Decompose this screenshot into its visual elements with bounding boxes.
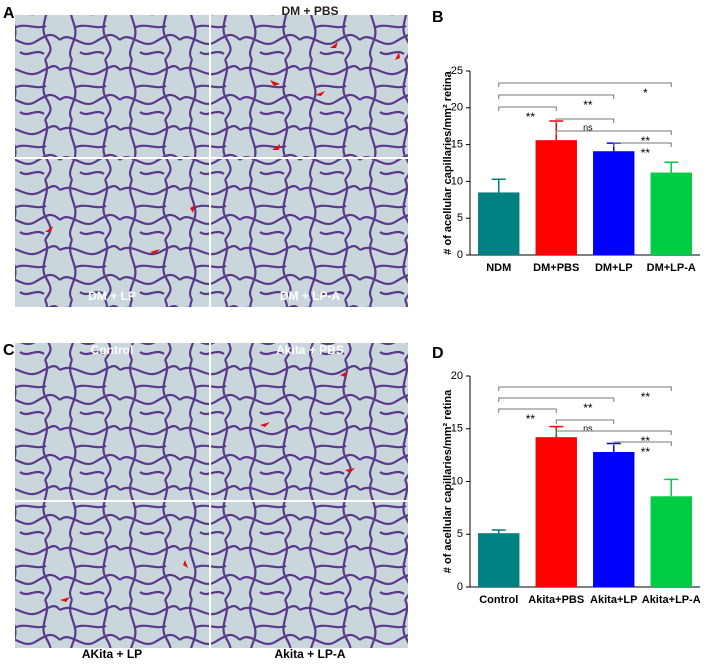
y-tick-label: 15 bbox=[451, 139, 463, 151]
significance-bracket bbox=[555, 130, 672, 135]
x-tick-label: NDM bbox=[486, 262, 511, 274]
y-tick-label: 0 bbox=[457, 249, 463, 261]
micrograph bbox=[211, 502, 408, 648]
panel-label: A bbox=[3, 5, 15, 22]
bar bbox=[535, 140, 577, 255]
significance-bracket bbox=[498, 94, 615, 99]
y-axis-label: # of acellular capillaries/mm² retina bbox=[442, 70, 454, 254]
y-tick-label: 20 bbox=[451, 102, 463, 114]
significance-label: ** bbox=[641, 134, 651, 148]
micrograph bbox=[15, 159, 209, 307]
significance-label: ** bbox=[641, 434, 651, 448]
y-tick-label: 10 bbox=[451, 175, 463, 187]
micrograph bbox=[15, 15, 209, 157]
y-tick-label: 10 bbox=[451, 475, 463, 487]
micrograph bbox=[15, 343, 209, 500]
y-tick-label: 20 bbox=[451, 370, 463, 382]
significance-bracket bbox=[555, 118, 615, 123]
x-tick-label: Akita+LP-A bbox=[642, 594, 701, 606]
error-bar bbox=[491, 178, 506, 193]
error-bar bbox=[664, 161, 679, 173]
error-bar bbox=[491, 529, 506, 534]
x-tick-label: Akita+LP bbox=[590, 594, 637, 606]
significance-label: ** bbox=[641, 146, 651, 160]
significance-label: ns bbox=[583, 122, 593, 132]
micrograph bbox=[211, 159, 408, 307]
micrograph bbox=[211, 343, 408, 500]
micrograph-grid: C Control Akita + PBS AKita + LP Akita +… bbox=[3, 342, 408, 661]
caption: DM + PBS bbox=[281, 4, 338, 18]
caption: Akita + PBS bbox=[276, 343, 344, 357]
significance-bracket bbox=[613, 441, 672, 446]
significance-bracket bbox=[498, 397, 615, 402]
significance-label: ** bbox=[641, 445, 651, 459]
bar bbox=[650, 496, 692, 587]
arrows bbox=[45, 42, 400, 254]
bar bbox=[593, 151, 635, 255]
significance-bracket bbox=[498, 386, 672, 391]
x-tick-label: DM+PBS bbox=[533, 262, 579, 274]
caption: NDM bbox=[98, 4, 125, 18]
y-tick-label: 15 bbox=[451, 423, 463, 435]
x-tick-label: DM+LP bbox=[595, 262, 633, 274]
significance-bracket bbox=[498, 106, 557, 111]
significance-bracket bbox=[498, 82, 672, 87]
error-bar bbox=[664, 478, 679, 497]
significance-label: ** bbox=[526, 110, 536, 124]
caption: Akita + LP-A bbox=[274, 647, 345, 661]
significance-label: ** bbox=[583, 98, 593, 112]
bar bbox=[478, 192, 520, 255]
y-tick-label: 5 bbox=[457, 212, 463, 224]
bar bbox=[593, 451, 635, 587]
caption: DM + LP-A bbox=[280, 289, 341, 303]
significance-label: ** bbox=[583, 401, 593, 415]
micrograph-grid: A NDM DM + PBS DM + LP DM + LP-A bbox=[3, 4, 408, 307]
significance-label: ** bbox=[526, 412, 536, 426]
caption: DM + LP bbox=[88, 289, 136, 303]
bar bbox=[478, 533, 520, 587]
panel-label: D bbox=[432, 345, 444, 362]
significance-bracket bbox=[555, 430, 672, 435]
panel-label: B bbox=[432, 9, 444, 26]
bar bbox=[535, 437, 577, 587]
significance-bracket bbox=[498, 408, 557, 413]
y-tick-label: 0 bbox=[457, 581, 463, 593]
significance-bracket bbox=[555, 419, 615, 424]
caption: Control bbox=[91, 343, 134, 357]
y-tick-label: 25 bbox=[451, 65, 463, 77]
caption: AKita + LP bbox=[82, 647, 142, 661]
x-tick-label: Control bbox=[479, 594, 518, 606]
significance-label: ns bbox=[583, 423, 593, 433]
y-tick-label: 5 bbox=[457, 528, 463, 540]
arrows bbox=[60, 371, 355, 602]
significance-bracket bbox=[613, 142, 672, 147]
y-axis-label: # of acellular capillaries/mm² retina bbox=[442, 389, 454, 573]
bar bbox=[650, 172, 692, 255]
micrograph bbox=[211, 15, 408, 157]
significance-label: ** bbox=[641, 390, 651, 404]
significance-label: * bbox=[643, 86, 648, 100]
panel-label: C bbox=[3, 342, 15, 359]
x-tick-label: DM+LP-A bbox=[647, 262, 696, 274]
micrograph bbox=[15, 502, 209, 648]
x-tick-label: Akita+PBS bbox=[528, 594, 584, 606]
